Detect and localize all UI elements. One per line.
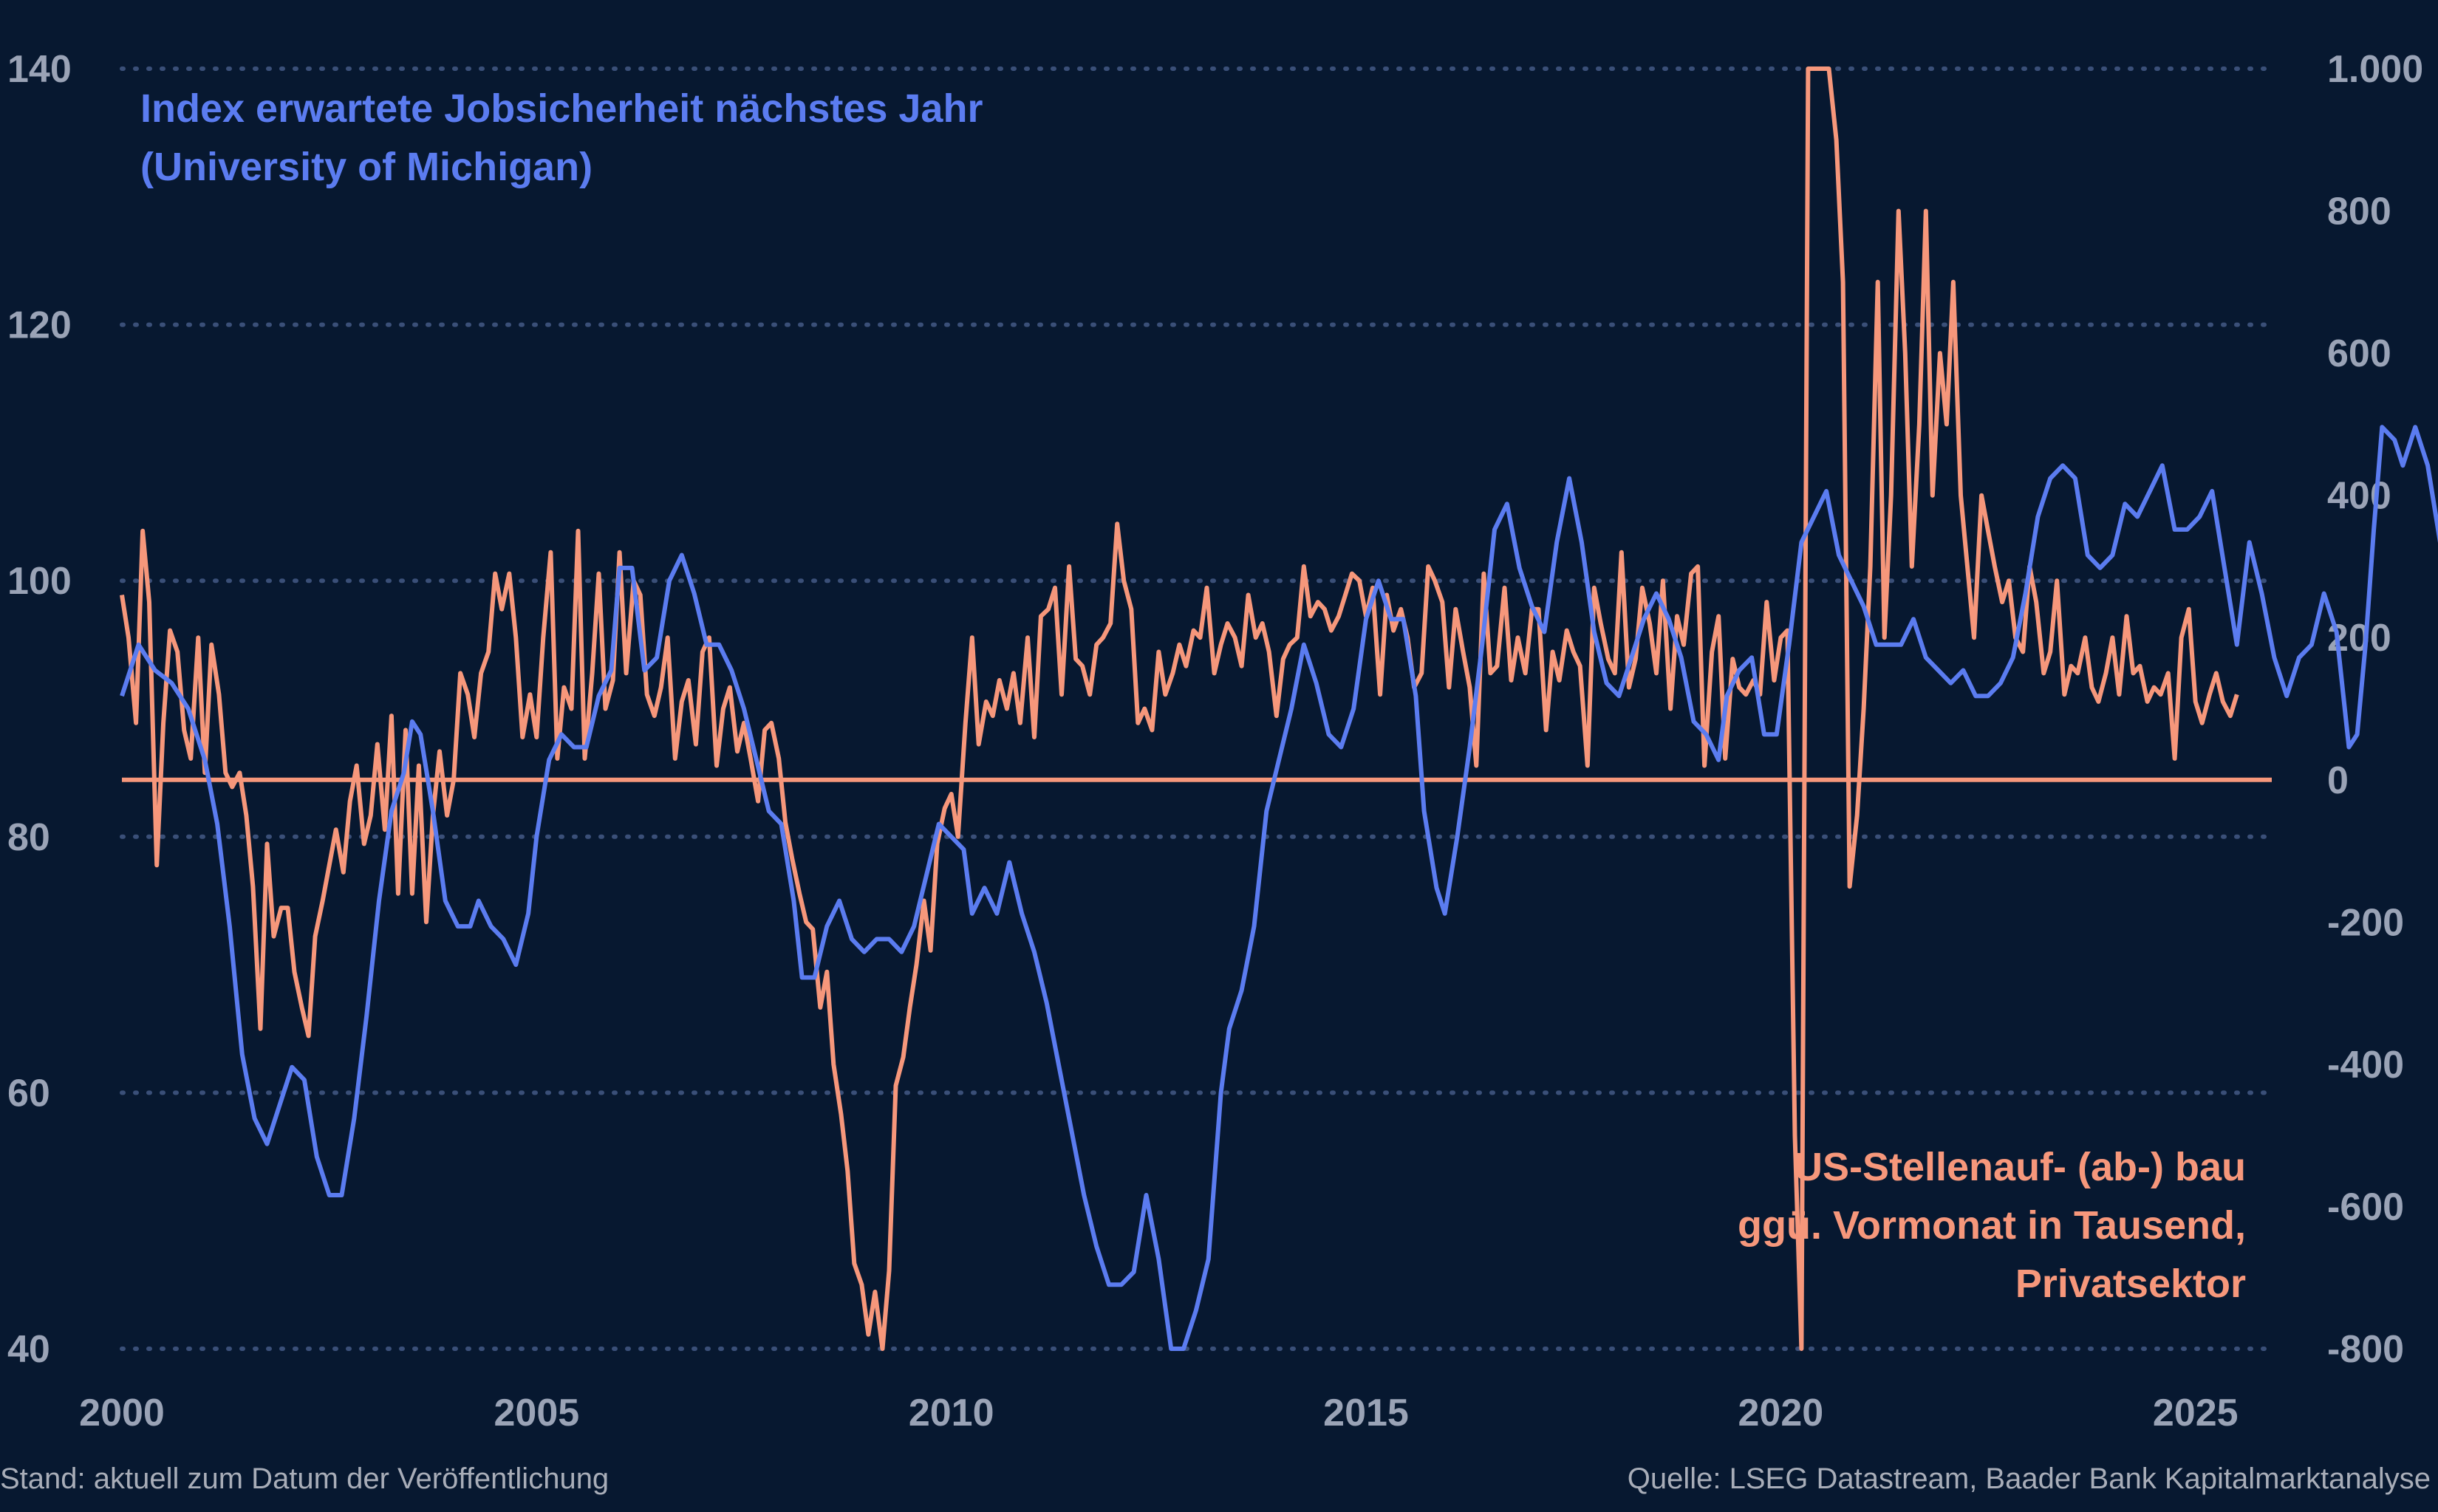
footer-right-text: Quelle: LSEG Datastream, Baader Bank Kap… [1628,1463,2431,1495]
left-tick-140: 140 [7,48,72,91]
left-tick-100: 100 [7,560,72,603]
right-tick--600: -600 [2327,1186,2404,1228]
series-layer [120,66,2438,1351]
series-line-job-growth [120,66,2239,1351]
right-tick--200: -200 [2327,901,2404,944]
orange-series-label-line-3: Privatsektor [2015,1262,2246,1306]
footer-left-text: Stand: aktuell zum Datum der Veröffentli… [0,1463,609,1495]
orange-series-label-line-2: ggü. Vormonat in Tausend, [1738,1203,2246,1248]
x-tick-2005: 2005 [494,1392,579,1434]
right-tick--400: -400 [2327,1044,2404,1087]
x-tick-2025: 2025 [2153,1392,2239,1434]
right-tick--800: -800 [2327,1328,2404,1371]
left-tick-120: 120 [7,304,72,347]
left-axis-ticks: 140 120 100 80 60 40 [7,48,72,1371]
right-tick-1.000: 1.000 [2327,48,2423,91]
x-tick-2020: 2020 [1738,1392,1824,1434]
series-line-job-security-index [120,425,2438,1351]
orange-series-label-line-1: US-Stellenauf- (ab-) bau [1794,1145,2246,1189]
right-tick-0: 0 [2327,759,2349,802]
left-tick-80: 80 [7,816,50,859]
left-tick-60: 60 [7,1072,50,1115]
x-axis-ticks: 2000 2005 2010 2015 2020 2025 [79,1392,2238,1434]
right-tick-600: 600 [2327,332,2391,375]
right-tick-400: 400 [2327,475,2391,518]
grid-lines [120,66,2274,1351]
right-tick-800: 800 [2327,191,2391,233]
x-tick-2010: 2010 [909,1392,994,1434]
left-tick-40: 40 [7,1328,50,1371]
x-tick-2015: 2015 [1323,1392,1409,1434]
blue-series-label-line-1: Index erwartete Jobsicherheit nächstes J… [140,86,983,131]
blue-series-label-line-2: (University of Michigan) [140,145,593,189]
x-tick-2000: 2000 [79,1392,165,1434]
